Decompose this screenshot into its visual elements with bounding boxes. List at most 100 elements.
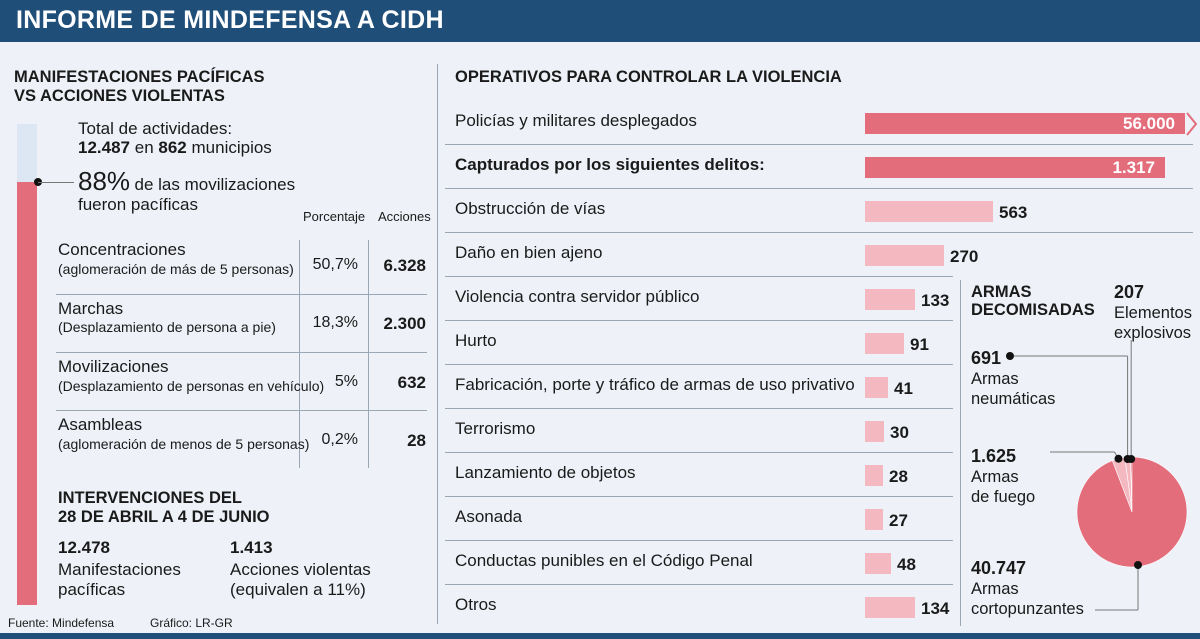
- armas-heading-line1: ARMAS: [971, 283, 1032, 301]
- operativo-bar: [865, 509, 883, 530]
- total-mid: en: [134, 138, 154, 157]
- row-desc: (aglomeración de menos de 5 personas): [58, 436, 310, 452]
- operativo-row-rule: [445, 364, 953, 365]
- left-heading-line2: VS ACCIONES VIOLENTAS: [14, 87, 225, 105]
- row-pct: 50,7%: [312, 256, 358, 273]
- total-label: Total de actividades:: [78, 119, 233, 138]
- operativo-row-rule: [445, 144, 1193, 145]
- bottom-bar: [0, 633, 1200, 639]
- operativo-value: 133: [921, 291, 950, 310]
- armas-label: neumáticas: [971, 390, 1056, 408]
- row-name: Movilizaciones: [58, 357, 169, 376]
- armas-value: 691: [971, 348, 1002, 368]
- pie-leader-dot: [1006, 352, 1014, 360]
- interv-label: Manifestaciones: [58, 560, 181, 579]
- operativo-label: Terrorismo: [455, 419, 536, 438]
- armas-value: 40.747: [971, 558, 1027, 578]
- pie-slice: [1076, 456, 1188, 568]
- operativo-label: Hurto: [455, 331, 497, 350]
- operativo-value: 270: [950, 247, 979, 266]
- operativo-value: 56.000: [1123, 114, 1175, 133]
- operativo-label: Obstrucción de vías: [455, 199, 606, 218]
- row-name: Marchas: [58, 299, 124, 318]
- peaceful-pct-line: 88% de las movilizaciones: [78, 166, 295, 197]
- row-pct: 18,3%: [312, 314, 358, 331]
- row-desc: (Desplazamiento de personas en vehículo): [58, 378, 325, 394]
- operativo-row-rule: [445, 232, 1193, 233]
- operativo-bar: [865, 333, 904, 354]
- operativo-row-rule: [445, 320, 953, 321]
- operativo-bar: [865, 377, 888, 398]
- operativo-value: 41: [894, 379, 913, 398]
- operativo-label: Daño en bien ajeno: [455, 243, 603, 262]
- operativo-bar: [865, 465, 883, 486]
- interv-heading-line1: INTERVENCIONES DEL: [58, 489, 242, 507]
- operativo-value: 48: [897, 555, 916, 574]
- column-divider: [437, 64, 438, 624]
- armas-label: Armas: [971, 580, 1019, 598]
- operativo-bar: [865, 201, 993, 222]
- interv-label: pacíficas: [58, 580, 126, 599]
- bar-overflow-arrow-icon: [1186, 112, 1198, 136]
- armas-pie-chart: [1006, 340, 1188, 611]
- col-header-porcentaje: Porcentaje: [303, 209, 366, 224]
- row-desc: (Desplazamiento de persona a pie): [58, 319, 276, 335]
- operativo-bar: [865, 245, 944, 266]
- interv-value: 12.478: [58, 538, 110, 557]
- pie-leader-dot: [1123, 455, 1132, 463]
- armas-label: Armas: [971, 370, 1019, 388]
- operativo-value: 1.317: [1112, 158, 1155, 177]
- table-divider: [368, 240, 369, 468]
- operativo-value: 91: [910, 335, 929, 354]
- operativo-row-rule: [445, 408, 953, 409]
- armas-divider: [960, 280, 961, 626]
- operativo-row-rule: [445, 452, 953, 453]
- armas-value: 207: [1114, 282, 1145, 302]
- graphic-credit: Gráfico: LR-GR: [150, 616, 233, 630]
- operativo-value: 28: [889, 467, 908, 486]
- operativo-label: Lanzamiento de objetos: [455, 463, 636, 482]
- operativo-label: Conductas punibles en el Código Penal: [455, 551, 753, 570]
- interv-label: Acciones violentas: [230, 560, 371, 579]
- operativo-value: 27: [889, 511, 908, 530]
- operativo-label: Fabricación, porte y tráfico de armas de…: [455, 375, 855, 394]
- operativo-bar: [865, 289, 915, 310]
- source-note: Fuente: Mindefensa: [8, 616, 115, 630]
- row-acc: 632: [397, 373, 426, 392]
- operativo-row-rule: [445, 584, 953, 585]
- interv-label: (equivalen a 11%): [230, 580, 366, 599]
- page-title: INFORME DE MINDEFENSA A CIDH: [16, 6, 444, 34]
- pie-leader-dot: [1134, 561, 1142, 569]
- armas-label: Armas: [971, 468, 1019, 486]
- table-rule: [56, 294, 427, 295]
- peaceful-bar-fill: [17, 182, 37, 605]
- operativo-label: Asonada: [455, 507, 523, 526]
- interv-heading-line2: 28 DE ABRIL A 4 DE JUNIO: [58, 508, 270, 526]
- armas-label: explosivos: [1114, 324, 1192, 342]
- operativo-value: 563: [999, 203, 1028, 222]
- municipios-value: 862: [158, 138, 187, 157]
- peaceful-pct-text1: de las movilizaciones: [134, 175, 296, 194]
- armas-label: Elementos: [1114, 304, 1192, 322]
- armas-label: de fuego: [971, 488, 1036, 506]
- operativo-row-rule: [445, 188, 1193, 189]
- operativo-bar: [865, 553, 891, 574]
- operativo-label: Violencia contra servidor público: [455, 287, 700, 306]
- operativos-heading: OPERATIVOS PARA CONTROLAR LA VIOLENCIA: [455, 68, 842, 86]
- row-pct: 5%: [334, 373, 358, 390]
- operativo-value: 30: [890, 423, 909, 442]
- peaceful-marker-line: [38, 182, 74, 183]
- operativo-value: 134: [921, 599, 950, 618]
- row-pct: 0,2%: [321, 431, 358, 448]
- title-bar: [0, 0, 1200, 42]
- armas-label: cortopunzantes: [971, 600, 1084, 618]
- peaceful-pct: 88%: [78, 166, 131, 196]
- operativo-bar: [865, 157, 1165, 178]
- pie-leader-dot: [1114, 454, 1123, 463]
- peaceful-pct-text2: fueron pacíficas: [78, 195, 199, 214]
- operativo-label: Capturados por los siguientes delitos:: [455, 155, 765, 174]
- operativo-label: Policías y militares desplegados: [455, 111, 697, 130]
- armas-heading-line2: DECOMISADAS: [971, 301, 1095, 319]
- municipios-label: municipios: [191, 138, 272, 157]
- operativo-row-rule: [445, 276, 953, 277]
